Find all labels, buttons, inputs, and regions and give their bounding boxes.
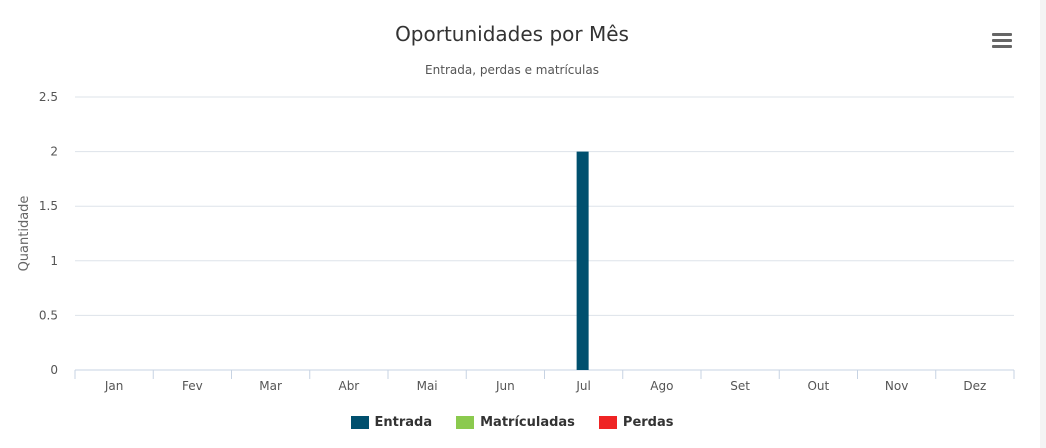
y-tick-label: 1.5: [39, 199, 58, 213]
x-tick-label: Nov: [885, 379, 908, 393]
legend-swatch: [598, 416, 617, 429]
chart-legend: Entrada Matrículadas Perdas: [0, 415, 1024, 430]
x-tick-label: Jul: [575, 379, 590, 393]
chart-title: Oportunidades por Mês: [395, 22, 629, 46]
x-tick-label: Jan: [104, 379, 124, 393]
y-tick-label: 0: [50, 363, 58, 377]
chart-plot: 0 0.5 1 1.5 2 2.5 Jan Fev Mar Abr Mai Jun Jul Ago Set O…: [17, 90, 1015, 393]
y-tick-label: 0.5: [39, 308, 58, 322]
y-tick-label: 2: [50, 145, 58, 159]
legend-swatch: [350, 416, 369, 429]
x-tick-label: Mai: [417, 379, 438, 393]
legend-item[interactable]: Matrículadas: [456, 415, 575, 430]
legend-item[interactable]: Entrada: [350, 415, 433, 430]
legend-label: Matrículadas: [480, 415, 575, 430]
hamburger-menu-icon[interactable]: [992, 33, 1012, 49]
y-tick-label: 1: [50, 254, 58, 268]
legend-swatch: [456, 416, 475, 429]
x-tick-label: Jun: [495, 379, 515, 393]
x-tick-label: Fev: [182, 379, 203, 393]
x-tick-label: Ago: [650, 379, 673, 393]
legend-item[interactable]: Perdas: [598, 415, 674, 430]
x-tick-label: Abr: [338, 379, 359, 393]
y-tick-label: 2.5: [39, 90, 58, 104]
legend-label: Entrada: [374, 415, 433, 430]
x-tick-label: Out: [807, 379, 829, 393]
bar-entrada[interactable]: [576, 151, 589, 370]
x-tick-label: Set: [730, 379, 750, 393]
legend-label: Perdas: [622, 415, 674, 430]
y-axis-label: Quantidade: [17, 196, 32, 272]
chart-subtitle: Entrada, perdas e matrículas: [425, 63, 599, 77]
x-tick-label: Dez: [963, 379, 986, 393]
x-tick-label: Mar: [259, 379, 282, 393]
